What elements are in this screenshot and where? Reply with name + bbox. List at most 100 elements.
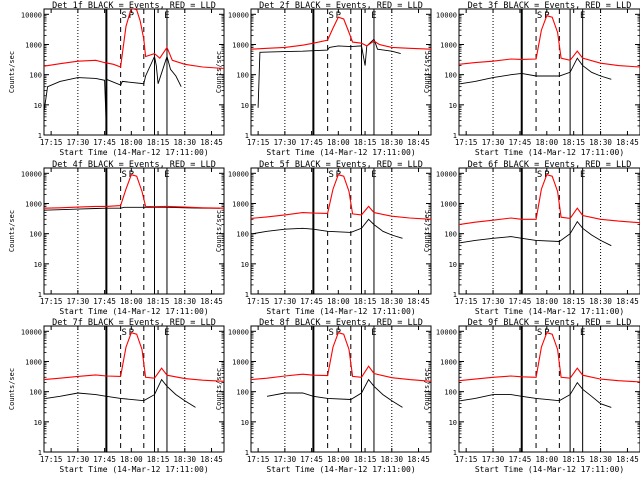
marker-p: P: [336, 11, 342, 21]
y-axis-label: Counts/sec: [215, 210, 223, 252]
x-tick-label: 18:15: [562, 297, 585, 306]
x-tick-label: 17:45: [300, 455, 323, 464]
x-tick-label: 18:00: [120, 455, 143, 464]
x-axis-label: Start Time (14-Mar-12 17:11:00): [59, 307, 208, 316]
x-tick-label: 18:30: [381, 455, 404, 464]
series-lld: [251, 332, 431, 382]
series-events: [45, 378, 196, 408]
series-lld: [44, 9, 224, 70]
plot-frame: [458, 8, 640, 136]
y-tick-label: 10000: [21, 170, 42, 178]
x-axis-label: Start Time (14-Mar-12 17:11:00): [475, 148, 624, 157]
x-tick-label: 18:45: [200, 138, 223, 147]
panel-det-8: Det 8f BLACK = Events, RED = LLD Counts/s…: [215, 318, 432, 474]
x-tick-label: 18:00: [536, 138, 559, 147]
x-tick-label: 17:45: [93, 297, 116, 306]
plot-frame: [250, 167, 432, 295]
panel-det-4: Det 4f BLACK = Events, RED = LLD Counts/s…: [8, 160, 225, 316]
panel-det-2: Det 2f BLACK = Events, RED = LLD Counts/s…: [215, 1, 432, 157]
panel-title: Det 4f BLACK = Events, RED = LLD: [52, 160, 216, 170]
panel-det-7: Det 7f BLACK = Events, RED = LLD Counts/s…: [8, 318, 225, 474]
panel-title: Det 3f BLACK = Events, RED = LLD: [468, 1, 632, 11]
x-axis-label: Start Time (14-Mar-12 17:11:00): [59, 148, 208, 157]
x-tick-label: 18:45: [200, 455, 223, 464]
x-tick-label: 17:15: [40, 297, 63, 306]
x-axis-label: Start Time (14-Mar-12 17:11:00): [266, 307, 415, 316]
plot-frame: [458, 325, 640, 453]
x-tick-label: 17:15: [247, 455, 270, 464]
x-axis-label: Start Time (14-Mar-12 17:11:00): [266, 465, 415, 474]
x-tick-label: 17:30: [67, 138, 90, 147]
x-tick-label: 17:15: [455, 455, 478, 464]
x-tick-label: 18:15: [147, 455, 170, 464]
y-tick-label: 1000: [440, 41, 457, 49]
marker-s: S: [537, 11, 542, 21]
x-tick-label: 18:00: [120, 297, 143, 306]
plot-frame: [43, 8, 225, 136]
marker-e: E: [371, 11, 376, 21]
series-lld: [251, 174, 431, 220]
y-tick-label: 10: [241, 102, 249, 110]
x-tick-label: 18:30: [381, 138, 404, 147]
y-axis-label: Counts/sec: [8, 368, 16, 410]
series-events: [257, 38, 401, 108]
y-tick-label: 10: [34, 261, 42, 269]
y-axis-label: Counts/sec: [215, 51, 223, 93]
x-tick-label: 17:15: [40, 138, 63, 147]
series-lld: [251, 16, 431, 50]
marker-s: S: [121, 328, 126, 338]
marker-e: E: [580, 11, 585, 21]
y-axis-label: Counts/sec: [215, 368, 223, 410]
x-tick-label: 17:45: [509, 455, 532, 464]
x-axis-label: Start Time (14-Mar-12 17:11:00): [266, 148, 415, 157]
x-tick-label: 17:30: [67, 297, 90, 306]
x-tick-label: 17:30: [274, 455, 297, 464]
series-lld: [459, 15, 640, 68]
y-axis-label: Counts/sec: [423, 210, 431, 252]
y-tick-label: 100: [236, 72, 249, 80]
y-axis-label: Counts/sec: [423, 368, 431, 410]
x-tick-label: 17:45: [93, 455, 116, 464]
panel-det-3: Det 3f BLACK = Events, RED = LLD Counts/s…: [423, 1, 640, 157]
x-tick-label: 18:00: [536, 297, 559, 306]
y-tick-label: 100: [29, 72, 42, 80]
panel-title: Det 5f BLACK = Events, RED = LLD: [259, 160, 423, 170]
y-tick-label: 1: [245, 291, 249, 299]
y-tick-label: 1: [245, 449, 249, 457]
panel-title: Det 2f BLACK = Events, RED = LLD: [259, 1, 423, 11]
x-tick-label: 18:30: [174, 455, 197, 464]
series-events: [44, 206, 221, 211]
x-tick-label: 18:15: [562, 455, 585, 464]
x-axis-label: Start Time (14-Mar-12 17:11:00): [59, 465, 208, 474]
x-tick-label: 17:15: [247, 297, 270, 306]
panel-title: Det 6f BLACK = Events, RED = LLD: [468, 160, 632, 170]
y-axis-label: Counts/sec: [423, 51, 431, 93]
x-tick-label: 18:30: [381, 297, 404, 306]
x-tick-label: 18:00: [536, 455, 559, 464]
marker-s: S: [328, 328, 333, 338]
x-tick-label: 17:15: [40, 455, 63, 464]
x-tick-label: 18:30: [589, 455, 612, 464]
panel-title: Det 7f BLACK = Events, RED = LLD: [52, 318, 216, 328]
panel-det-6: Det 6f BLACK = Events, RED = LLD Counts/s…: [423, 160, 640, 316]
panel-title: Det 1f BLACK = Events, RED = LLD: [52, 1, 216, 11]
x-tick-label: 17:30: [482, 297, 505, 306]
y-tick-label: 100: [444, 389, 457, 397]
marker-s: S: [328, 170, 333, 180]
x-tick-label: 18:15: [147, 297, 170, 306]
x-tick-label: 18:30: [589, 138, 612, 147]
marker-e: E: [164, 328, 169, 338]
marker-e: E: [580, 328, 585, 338]
y-tick-label: 100: [29, 389, 42, 397]
y-tick-label: 1: [453, 449, 457, 457]
y-tick-label: 10000: [228, 11, 249, 19]
marker-e: E: [164, 170, 169, 180]
x-tick-label: 17:15: [247, 138, 270, 147]
y-tick-label: 10: [449, 419, 457, 427]
y-tick-label: 1: [453, 132, 457, 140]
y-tick-label: 1000: [25, 200, 42, 208]
y-tick-label: 100: [236, 389, 249, 397]
x-tick-label: 18:15: [147, 138, 170, 147]
y-tick-label: 1000: [232, 41, 249, 49]
x-tick-label: 18:00: [327, 297, 350, 306]
